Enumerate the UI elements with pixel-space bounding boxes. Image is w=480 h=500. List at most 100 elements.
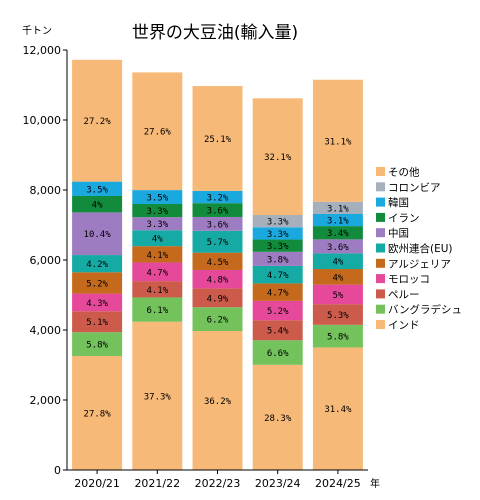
legend-label: 欧州連合(EU)	[388, 242, 453, 255]
data-label: 4%	[332, 258, 343, 268]
x-tick-label: 2020/21	[74, 477, 120, 490]
bar-segment-9-2024-25	[312, 213, 363, 227]
data-label: 5.2%	[86, 279, 108, 289]
bar-segment-2-2022-23	[192, 307, 243, 332]
legend-label: その他	[388, 166, 420, 179]
legend-label: インド	[388, 320, 420, 332]
legend-label: アルジェリア	[388, 258, 451, 270]
data-label: 32.1%	[264, 153, 292, 163]
bar-segment-4-2021-22	[132, 262, 183, 282]
bar-segment-7-2021-22	[132, 217, 183, 231]
data-label: 3.3%	[267, 230, 289, 240]
bar-segment-6-2024-25	[312, 253, 363, 270]
data-label: 3.1%	[327, 217, 349, 227]
data-label: 5%	[332, 291, 343, 301]
y-tick-label: 10,000	[23, 114, 62, 127]
bar-segment-5-2024-25	[312, 269, 363, 285]
data-label: 4.3%	[86, 299, 108, 309]
y-tick-label: 6,000	[30, 254, 62, 267]
bar-segment-7-2020-21	[72, 212, 123, 256]
bar-segment-11-2021-22	[132, 72, 183, 191]
bar-segment-6-2021-22	[132, 230, 183, 247]
legend-label: モロッコ	[388, 274, 430, 286]
data-label: 36.2%	[204, 397, 232, 407]
legend-label: バングラデシュ	[388, 303, 462, 316]
bar-segment-8-2021-22	[132, 204, 183, 218]
data-label: 3.3%	[146, 220, 168, 230]
data-label: 3.5%	[146, 194, 168, 204]
bar-segment-9-2023-24	[252, 227, 303, 240]
legend-swatch	[376, 274, 385, 284]
bar-segment-7-2024-25	[312, 239, 363, 254]
legend-swatch	[376, 197, 385, 207]
bar-segment-11-2020-21	[72, 59, 123, 182]
legend-swatch	[376, 212, 385, 222]
data-label: 5.8%	[86, 341, 108, 351]
bar-segment-2-2023-24	[252, 340, 303, 365]
bar-segment-11-2022-23	[192, 86, 243, 191]
data-label: 3.4%	[327, 229, 349, 239]
data-label: 3.6%	[207, 220, 229, 230]
x-tick-label: 2023/24	[255, 477, 301, 490]
data-label: 6.2%	[207, 316, 229, 326]
bar-segment-11-2023-24	[252, 98, 303, 216]
legend-swatch	[376, 243, 385, 253]
legend-swatch	[376, 320, 385, 329]
data-label: 5.3%	[327, 311, 349, 321]
data-label: 4.7%	[146, 268, 168, 278]
bar-segment-4-2020-21	[72, 293, 123, 312]
data-label: 3.3%	[267, 218, 289, 228]
chart-title: 世界の大豆油(輸入量)	[132, 23, 298, 43]
legend-swatch	[376, 182, 385, 192]
bar-segment-11-2024-25	[312, 79, 363, 202]
data-label: 37.3%	[144, 392, 172, 402]
legend-swatch	[376, 167, 385, 176]
data-label: 3.2%	[207, 194, 229, 204]
data-label: 3.3%	[267, 242, 289, 252]
legend-label: 韓国	[388, 197, 409, 209]
bar-segment-5-2021-22	[132, 246, 183, 263]
legend-swatch	[376, 304, 385, 314]
data-label: 25.1%	[204, 135, 232, 145]
data-label: 5.1%	[86, 318, 108, 328]
bar-segment-5-2020-21	[72, 272, 123, 294]
bar-segment-1-2023-24	[252, 364, 303, 470]
data-label: 5.2%	[267, 307, 289, 317]
bar-segment-2-2020-21	[72, 332, 123, 356]
bar-segment-9-2022-23	[192, 190, 243, 204]
x-tick-label: 2022/23	[195, 477, 241, 490]
legend-label: イラン	[388, 212, 420, 224]
bar-segment-4-2023-24	[252, 300, 303, 321]
data-label: 4.7%	[267, 271, 289, 281]
data-label: 6.1%	[146, 306, 168, 316]
y-tick-label: 0	[54, 464, 61, 477]
legend-label: ペルー	[388, 289, 420, 301]
bar-segment-4-2024-25	[312, 284, 363, 305]
data-label: 3.3%	[146, 207, 168, 217]
data-label: 3.6%	[327, 243, 349, 253]
data-label: 6.6%	[267, 349, 289, 359]
bar-segment-10-2023-24	[252, 215, 303, 228]
data-label: 27.8%	[84, 409, 112, 419]
data-label: 4.2%	[86, 260, 108, 270]
legend-swatch	[376, 228, 385, 238]
data-label: 4.1%	[146, 286, 168, 296]
data-label: 28.3%	[264, 414, 292, 424]
data-label: 31.4%	[324, 405, 352, 415]
bar-segment-1-2022-23	[192, 331, 243, 470]
bars-group: 27.8% 5.8% 5.1% 4.3% 5.2% 4.2% 10.4% 4% 3.5% 27.2…	[72, 59, 363, 470]
bar-segment-8-2023-24	[252, 239, 303, 252]
legend-label: 中国	[388, 227, 409, 240]
data-label: 3.8%	[267, 255, 289, 265]
bar-segment-3-2023-24	[252, 320, 303, 341]
data-label: 4%	[332, 273, 343, 283]
legend-swatch	[376, 258, 385, 268]
x-tick-label: 2024/25	[315, 477, 361, 490]
data-label: 4.8%	[207, 276, 229, 286]
axes-group: 0 2,000 4,000 6,000 8,000 10,000 12,000 2020/21…	[23, 44, 368, 490]
bar-segment-6-2022-23	[192, 230, 243, 253]
bar-segment-1-2020-21	[72, 355, 123, 470]
data-label: 4.7%	[267, 289, 289, 299]
